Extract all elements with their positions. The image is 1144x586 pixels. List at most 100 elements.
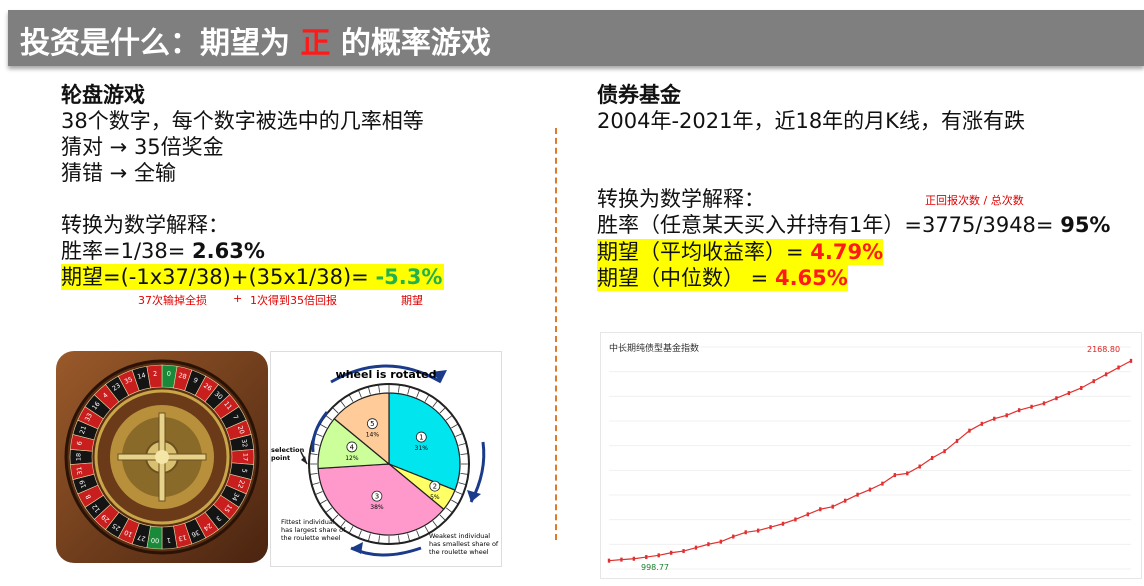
- series-point: [843, 498, 847, 503]
- roulette-pocket: [146, 364, 163, 389]
- slice-pct-label: 12%: [345, 455, 359, 462]
- wheel-tick: [332, 514, 339, 521]
- series-point: [868, 487, 872, 492]
- series-point: [756, 528, 760, 533]
- slice-id-label: 3: [375, 493, 379, 501]
- weakest-label-2: has smallest share of: [429, 540, 499, 548]
- series-point: [893, 473, 897, 478]
- right-expectation-median: 期望（中位数） = 4.65%: [597, 265, 848, 291]
- pie-diagram: wheel is rotated 1 31% 2 5% 3 38% 4 12% 5 14% sel…: [271, 364, 499, 557]
- series-point: [980, 421, 984, 426]
- roulette-number: 15: [222, 503, 233, 514]
- roulette-number: 8: [84, 493, 93, 500]
- title-bar: 投资是什么：期望为 正 的概率游戏: [8, 10, 1144, 66]
- wheel-tick: [358, 389, 362, 398]
- roulette-number: 14: [137, 371, 147, 381]
- roulette-number: 11: [222, 400, 233, 411]
- series-point: [781, 521, 785, 526]
- wheel-tick: [460, 473, 469, 475]
- roulette-number: 10: [123, 528, 134, 539]
- slice-id-label: 2: [433, 483, 437, 491]
- wheel-tick: [439, 407, 446, 414]
- pie-slice-1: [388, 392, 461, 491]
- median-value: 4.65%: [774, 266, 848, 290]
- wheel-tick: [455, 491, 464, 495]
- wheel-tick: [319, 499, 327, 505]
- series-point: [930, 456, 934, 460]
- note-counts: 正回报次数 / 总次数: [925, 194, 1024, 207]
- series-point: [968, 428, 971, 433]
- roulette-number: 33: [83, 412, 94, 423]
- wheel-tick: [416, 530, 420, 539]
- roulette-number: 0: [167, 370, 172, 378]
- wheel-tick: [367, 386, 371, 395]
- wheel-tick: [339, 520, 346, 528]
- wheel-tick: [311, 482, 320, 486]
- slide-title: 投资是什么：期望为 正 的概率游戏: [20, 26, 491, 61]
- weakest-label-1: Weakest individual: [429, 532, 490, 540]
- series-point: [620, 557, 623, 562]
- slice-pct-label: 5%: [430, 494, 440, 501]
- note-expectation: 期望: [401, 294, 423, 307]
- roulette-number: 30: [213, 390, 225, 401]
- roulette-wheel-image: 0 28 9 26 30 11 7 20 32 17 5 22 34 15 3 24 36 13 1 00 27 10 25…: [56, 351, 268, 563]
- series-point: [1042, 401, 1046, 406]
- series-point: [993, 416, 996, 421]
- wheel-tick: [432, 520, 439, 528]
- column-divider: [555, 128, 557, 540]
- weakest-label-3: the roulette wheel: [429, 548, 489, 556]
- selection-label-1: selection: [271, 446, 305, 454]
- wheel-tick: [378, 535, 380, 544]
- wheel-tick: [314, 491, 323, 495]
- series-point: [1030, 404, 1033, 409]
- wheel-tick: [424, 526, 430, 534]
- roulette-number: 12: [90, 503, 101, 514]
- roulette-number: 28: [178, 371, 188, 381]
- series-point: [707, 542, 710, 547]
- roulette-number: 1: [167, 536, 172, 544]
- roulette-number: 24: [202, 521, 213, 532]
- roulette-number: 26: [202, 381, 213, 392]
- roulette-number: 9: [192, 376, 199, 385]
- roulette-number: 22: [236, 479, 246, 489]
- series-point: [645, 555, 648, 560]
- wheel-tick: [339, 400, 346, 408]
- wheel-tick: [398, 535, 400, 544]
- wheel-tick: [309, 473, 318, 475]
- slice-id-badge: [366, 418, 378, 430]
- series-point: [806, 512, 810, 517]
- series-point: [1005, 413, 1008, 418]
- right-win-rate-value: 95%: [1060, 213, 1111, 237]
- mean-value: 4.79%: [810, 240, 884, 264]
- wheel-tick: [432, 400, 439, 408]
- note-plus: +: [233, 292, 243, 305]
- series-point: [955, 438, 959, 443]
- roulette-line2: 猜对 → 35倍奖金: [61, 135, 224, 159]
- roulette-pie-diagram: wheel is rotated 1 31% 2 5% 3 38% 4 12% 5 14% sel…: [270, 351, 502, 567]
- pie-title: wheel is rotated: [336, 368, 437, 381]
- slice-id-badge: [429, 480, 441, 492]
- bond-line1: 2004年-2021年，近18年的月K线，有涨有跌: [597, 109, 1025, 133]
- left-convert-label: 转换为数学解释：: [61, 213, 229, 237]
- roulette-number: 21: [78, 425, 88, 435]
- fittest-label-3: the roulette wheel: [281, 534, 341, 542]
- series-point: [906, 471, 909, 476]
- wheel-tick: [309, 453, 318, 455]
- roulette-number: 5: [240, 468, 249, 473]
- roulette-number: 18: [75, 453, 83, 461]
- wheel-tick: [398, 384, 400, 393]
- wheel-tick: [439, 514, 446, 521]
- wheel-tick: [451, 423, 459, 429]
- right-expectation-mean: 期望（平均收益率）= 4.79%: [597, 239, 884, 265]
- selection-point-arrowhead: [301, 456, 307, 464]
- series-point: [1092, 379, 1095, 384]
- slice-pct-label: 38%: [370, 504, 384, 511]
- series-point: [632, 556, 636, 561]
- pie-slice-5: [333, 392, 390, 466]
- wheel-tick: [319, 423, 327, 429]
- roulette-number: 7: [231, 414, 240, 421]
- wheel-tick: [325, 507, 333, 514]
- roulette-number: 4: [101, 391, 109, 400]
- wheel-tick: [348, 394, 354, 402]
- series-point: [769, 525, 772, 530]
